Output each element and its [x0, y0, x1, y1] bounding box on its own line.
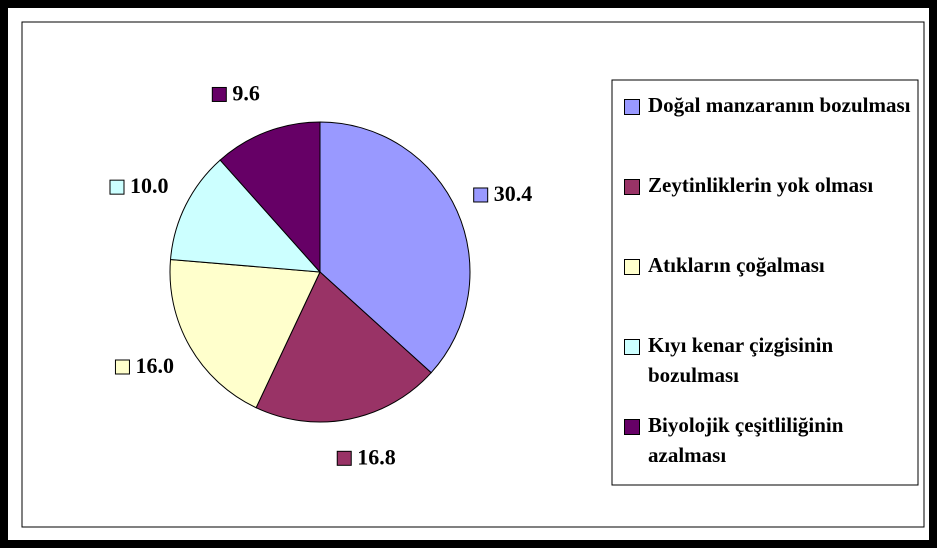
pie-slice: [219, 121, 321, 274]
data-label: 10.0: [130, 173, 169, 198]
plot-frame: [21, 21, 925, 528]
data-label: 30.4: [494, 181, 533, 206]
label-swatch: [109, 179, 125, 195]
legend-swatch: [624, 419, 640, 435]
pie-slice: [319, 121, 471, 374]
label-swatch: [211, 86, 227, 102]
data-label: 16.8: [357, 444, 396, 469]
legend-box: [611, 79, 919, 486]
legend-label: Atıkların çoğalması: [648, 253, 825, 277]
pie-slice: [169, 258, 321, 409]
pie-slice: [169, 159, 322, 273]
legend-label: Doğal manzaranın bozulması: [648, 93, 911, 117]
legend-swatch: [624, 259, 640, 275]
data-label: 9.6: [232, 81, 260, 106]
label-swatch: [114, 359, 130, 375]
data-label: 16.0: [135, 353, 174, 378]
legend-swatch: [624, 99, 640, 115]
label-swatch: [473, 187, 489, 203]
legend-label: Kıyı kenar çizgisinin bozulması: [648, 333, 834, 387]
pie-slice: [255, 271, 432, 423]
label-swatch: [336, 450, 352, 466]
legend-swatch: [624, 339, 640, 355]
legend-label: Biyolojik çeşitliliğinin azalması: [648, 413, 844, 467]
legend-swatch: [624, 179, 640, 195]
legend-label: Zeytinliklerin yok olması: [648, 173, 874, 197]
